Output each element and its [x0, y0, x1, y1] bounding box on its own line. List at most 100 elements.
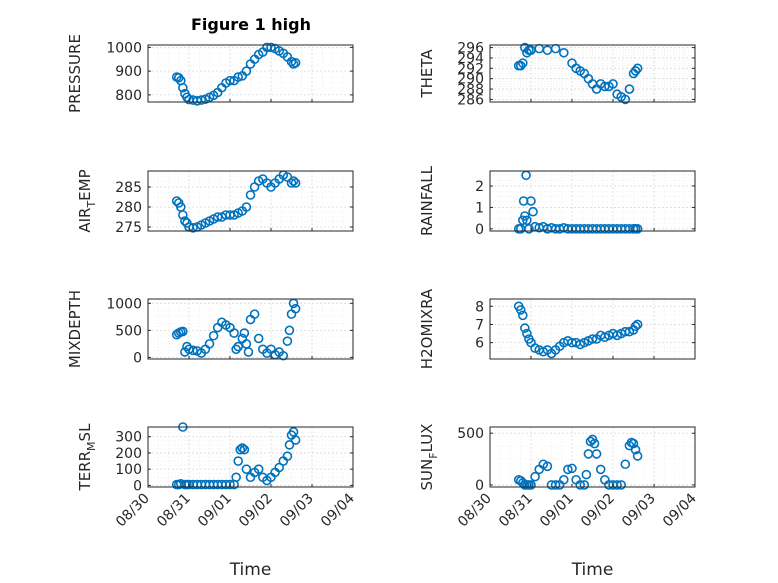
data-point	[630, 66, 641, 76]
y-tick-label: 286	[457, 92, 484, 108]
axes-frame	[489, 170, 696, 232]
data-point	[241, 464, 252, 474]
data-point	[630, 444, 641, 455]
y-tick-label: 1000	[106, 40, 142, 56]
data-point	[239, 444, 250, 455]
data-point	[632, 319, 643, 330]
y-tick-label: 500	[457, 426, 484, 442]
data-point	[282, 451, 293, 461]
data-point	[229, 328, 239, 338]
data-point	[624, 84, 635, 94]
data-point	[196, 95, 207, 105]
data-point	[178, 326, 188, 337]
y-tick-label: 100	[115, 462, 142, 478]
data-point	[526, 480, 536, 490]
data-point	[231, 472, 241, 483]
y-tick-label: 0	[133, 350, 142, 366]
data-point	[517, 310, 528, 321]
data-point	[178, 82, 188, 93]
data-point	[290, 58, 301, 68]
data-point	[628, 438, 639, 449]
data-point	[522, 215, 532, 226]
subplot-6: 6 7 8 H2OMIXRA	[418, 288, 696, 369]
data-point	[591, 449, 602, 459]
data-point	[530, 471, 540, 482]
data-point	[290, 178, 301, 188]
data-point	[632, 63, 643, 74]
subplot-5: 0 500 1000 MIXDEPTH	[66, 290, 354, 368]
axes-frame	[147, 298, 354, 360]
data-point	[632, 451, 643, 461]
data-point	[575, 480, 586, 490]
subplot-3: 275 280 285 AIRTEMP	[76, 169, 354, 236]
data-point	[225, 75, 235, 86]
x-axis-label: Time	[571, 560, 614, 580]
data-point	[235, 444, 246, 455]
data-point	[550, 480, 561, 490]
data-point	[589, 438, 600, 449]
data-point	[608, 79, 618, 89]
y-tick-label: 288	[457, 82, 484, 98]
y-axis-label: MIXDEPTH	[66, 290, 84, 368]
data-point	[587, 334, 598, 344]
y-tick-label: 0	[475, 478, 484, 494]
data-point	[620, 459, 631, 470]
data-point	[208, 330, 219, 341]
data-point	[249, 309, 260, 319]
data-point	[528, 206, 538, 217]
y-axis-label: SUNFLUX	[418, 424, 440, 491]
data-point	[284, 325, 295, 336]
y-tick-label: 800	[115, 88, 142, 104]
data-point	[632, 224, 643, 234]
data-point	[581, 469, 592, 480]
y-tick-label: 300	[115, 430, 142, 446]
y-tick-label: 285	[115, 180, 142, 196]
data-point	[253, 464, 264, 474]
data-point	[233, 456, 243, 466]
y-tick-label: 1	[475, 200, 484, 216]
data-point	[237, 443, 248, 453]
y-tick-label: 0	[133, 478, 142, 494]
data-point	[515, 305, 526, 315]
data-point	[231, 344, 241, 355]
data-point	[241, 202, 252, 212]
data-point	[515, 60, 526, 71]
data-point	[188, 223, 198, 233]
y-tick-label: 294	[457, 51, 484, 67]
y-axis-label: AIRTEMP	[76, 169, 98, 232]
data-point	[282, 336, 293, 346]
y-axis-label: RAINFALL	[418, 165, 436, 236]
data-point	[520, 323, 530, 333]
data-point	[239, 328, 250, 338]
data-point	[558, 474, 569, 485]
x-axis-label: Time	[229, 560, 272, 580]
y-tick-label: 2	[475, 179, 484, 195]
y-axis-label: H2OMIXRA	[418, 288, 436, 369]
data-point	[245, 190, 256, 200]
axes-frame	[489, 426, 696, 488]
data-point	[290, 303, 301, 314]
data-point	[241, 66, 252, 76]
y-axis-label: PRESSURE	[66, 34, 84, 113]
y-tick-label: 900	[115, 64, 142, 80]
figure-title: Figure 1 high	[191, 15, 311, 34]
axes-frame	[489, 298, 696, 360]
subplot-1: 800 900 1000 PRESSURE	[66, 34, 354, 113]
y-tick-label: 290	[457, 72, 484, 88]
y-tick-label: 200	[115, 446, 142, 462]
y-tick-label: 292	[457, 61, 484, 77]
data-point	[266, 42, 276, 53]
data-point	[595, 464, 606, 475]
y-tick-label: 8	[475, 299, 484, 315]
y-tick-label: 7	[475, 317, 484, 333]
y-tick-label: 500	[115, 323, 142, 339]
data-point	[288, 176, 299, 186]
data-point	[558, 47, 569, 58]
data-point	[233, 341, 243, 352]
y-tick-label: 0	[475, 222, 484, 238]
data-point	[253, 333, 264, 344]
data-point	[563, 464, 573, 475]
y-tick-label: 6	[475, 336, 484, 352]
data-point	[204, 339, 215, 349]
